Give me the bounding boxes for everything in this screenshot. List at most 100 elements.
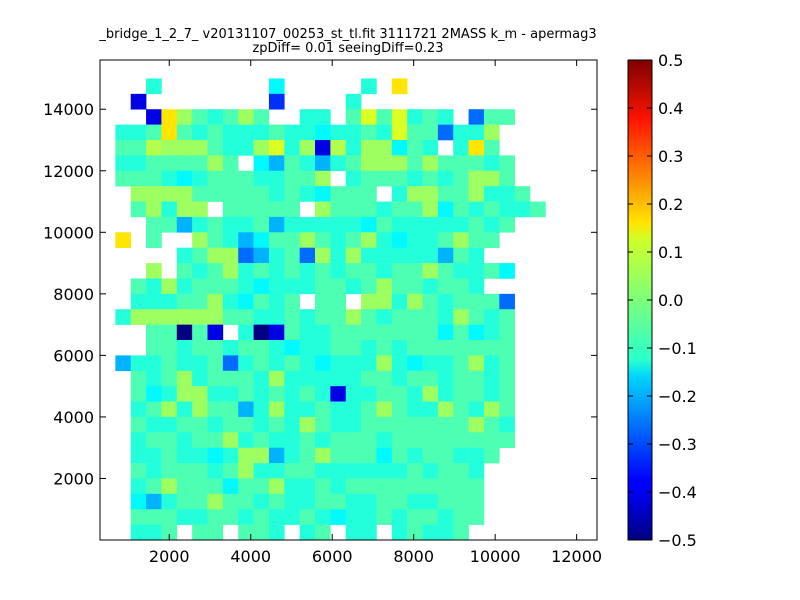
heatmap-cell	[238, 232, 254, 248]
heatmap-cell	[483, 355, 500, 372]
heatmap-cell	[361, 201, 377, 218]
heatmap-cell	[483, 416, 500, 433]
y-tick-label: 6000	[53, 346, 94, 365]
heatmap-cell	[130, 509, 147, 525]
heatmap-cell	[192, 293, 208, 310]
heatmap-cell	[161, 416, 178, 433]
heatmap-cell	[437, 232, 454, 248]
heatmap-cell	[176, 324, 193, 341]
heatmap-cell	[391, 140, 408, 156]
heatmap-cell	[284, 278, 300, 295]
heatmap-cell	[376, 478, 393, 495]
heatmap-cell	[407, 109, 423, 125]
heatmap-cell	[315, 340, 331, 356]
heatmap-cell	[130, 293, 147, 310]
heatmap-cell	[192, 340, 208, 356]
heatmap-cell	[207, 478, 224, 495]
heatmap-cell	[176, 293, 193, 310]
heatmap-cell	[468, 263, 485, 279]
heatmap-cell	[391, 340, 408, 356]
heatmap-cell	[391, 78, 408, 95]
x-tick-label: 2000	[149, 547, 190, 566]
heatmap-cell	[361, 524, 377, 541]
heatmap-cell	[315, 263, 331, 279]
heatmap-cell	[345, 216, 362, 233]
heatmap-cell	[268, 524, 285, 541]
heatmap-cell	[345, 93, 362, 110]
heatmap-cell	[453, 324, 469, 341]
heatmap-cell	[161, 140, 178, 156]
heatmap-cell	[146, 278, 162, 295]
heatmap-cell	[330, 509, 347, 525]
heatmap-cell	[499, 432, 515, 448]
heatmap-cell	[222, 478, 239, 495]
heatmap-cell	[222, 232, 239, 248]
heatmap-cell	[284, 416, 300, 433]
heatmap-cell	[207, 386, 224, 402]
heatmap-cell	[176, 416, 193, 433]
heatmap-cell	[315, 432, 331, 448]
heatmap-cell	[361, 416, 377, 433]
heatmap-cell	[330, 155, 347, 172]
heatmap-cell	[422, 170, 439, 187]
heatmap-cell	[192, 524, 208, 541]
x-tick-label: 4000	[230, 547, 271, 566]
heatmap-cell	[130, 432, 147, 448]
heatmap-cell	[146, 232, 162, 248]
heatmap-cell	[161, 493, 178, 510]
heatmap-cell	[192, 432, 208, 448]
heatmap-cell	[345, 201, 362, 218]
heatmap-cell	[422, 309, 439, 325]
heatmap-cell	[207, 309, 224, 325]
heatmap-cell	[268, 370, 285, 387]
heatmap-cell	[468, 401, 485, 418]
heatmap-cell	[268, 463, 285, 479]
heatmap-cell	[192, 186, 208, 202]
heatmap-cell	[499, 263, 515, 279]
heatmap-cell	[361, 324, 377, 341]
heatmap-cell	[407, 186, 423, 202]
heatmap-cell	[437, 463, 454, 479]
heatmap-cell	[176, 309, 193, 325]
heatmap-cell	[284, 263, 300, 279]
heatmap-cell	[315, 447, 331, 464]
heatmap-cell	[192, 278, 208, 295]
heatmap-cell	[176, 370, 193, 387]
heatmap-cell	[207, 447, 224, 464]
heatmap-cell	[330, 324, 347, 341]
heatmap-cell	[422, 509, 439, 525]
heatmap-cell	[115, 232, 132, 248]
heatmap-cell	[161, 124, 178, 141]
heatmap-cell	[391, 155, 408, 172]
heatmap-cell	[253, 216, 270, 233]
heatmap-cell	[391, 493, 408, 510]
heatmap-cell	[238, 447, 254, 464]
heatmap-cell	[468, 309, 485, 325]
heatmap-cell	[146, 293, 162, 310]
heatmap-cell	[361, 401, 377, 418]
heatmap-cell	[207, 140, 224, 156]
heatmap-cell	[268, 78, 285, 95]
heatmap-cell	[222, 432, 239, 448]
heatmap-cell	[468, 124, 485, 141]
heatmap-cell	[299, 509, 316, 525]
heatmap-cell	[483, 401, 500, 418]
heatmap-cell	[422, 201, 439, 218]
heatmap-cell	[422, 278, 439, 295]
heatmap-cell	[284, 401, 300, 418]
heatmap-cell	[468, 293, 485, 310]
heatmap-cell	[422, 109, 439, 125]
heatmap-cell	[146, 155, 162, 172]
heatmap-cell	[315, 401, 331, 418]
heatmap-cell	[376, 493, 393, 510]
heatmap-cell	[253, 124, 270, 141]
heatmap-cell	[422, 355, 439, 372]
x-tick-label: 12000	[551, 547, 602, 566]
heatmap-cell	[176, 355, 193, 372]
heatmap-cell	[330, 493, 347, 510]
heatmap-cell	[376, 293, 393, 310]
heatmap-cell	[268, 216, 285, 233]
heatmap-cell	[253, 155, 270, 172]
heatmap-cell	[468, 247, 485, 264]
heatmap-cell	[437, 355, 454, 372]
